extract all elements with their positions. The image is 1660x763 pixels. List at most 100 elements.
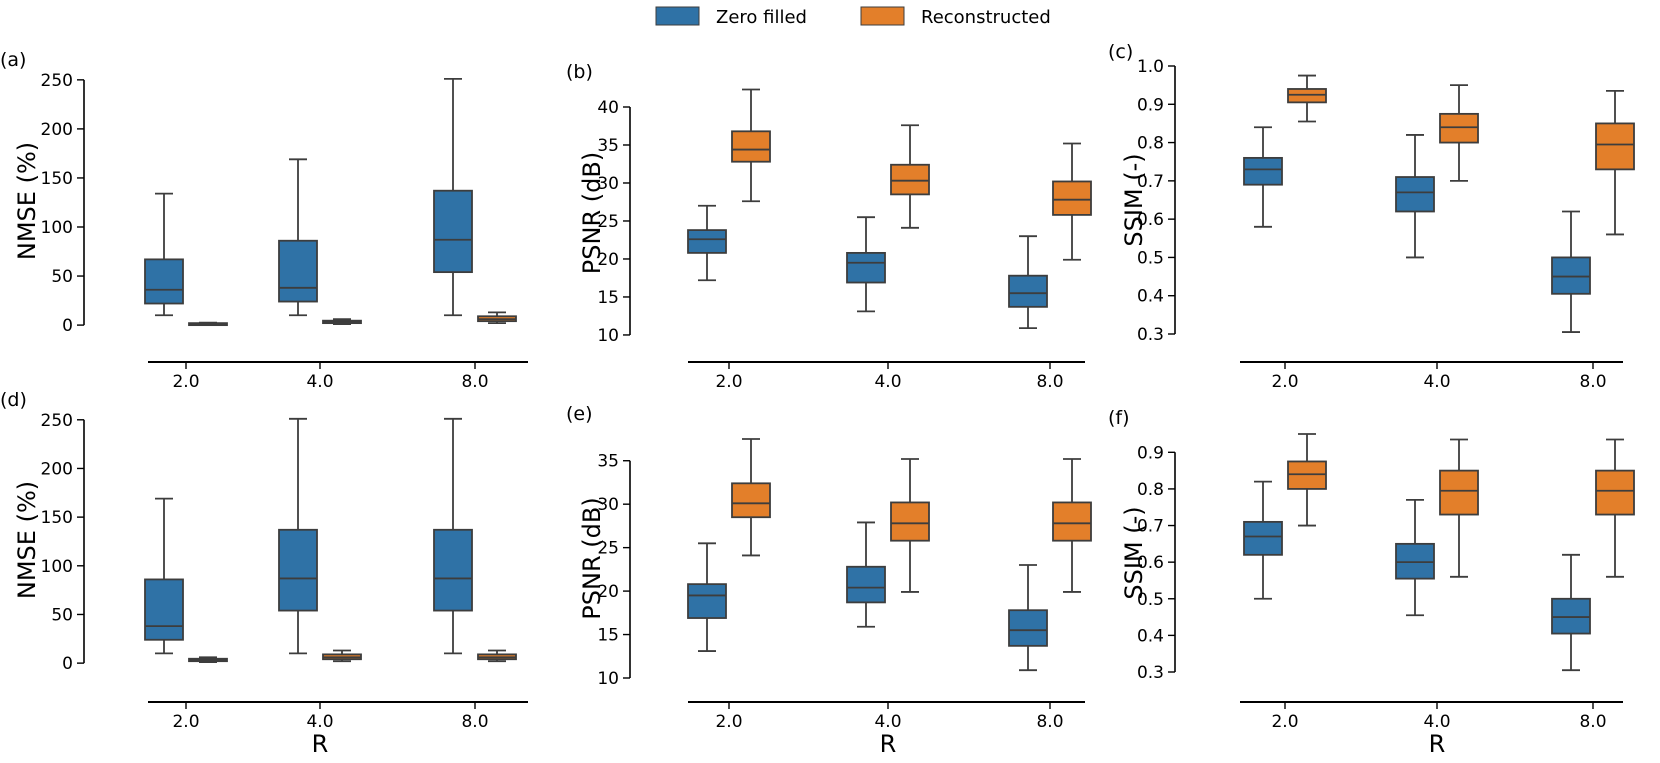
box-reconstructed bbox=[322, 649, 362, 663]
y-tick-label: 150 bbox=[41, 169, 73, 189]
y-tick-label: 0.6 bbox=[1137, 553, 1164, 573]
y-tick-label: 50 bbox=[51, 267, 73, 287]
box-zero-filled bbox=[1243, 126, 1283, 228]
legend-label-zero-filled: Zero filled bbox=[716, 7, 807, 28]
x-tick-label: 2.0 bbox=[1271, 712, 1298, 732]
y-tick-label: 10 bbox=[597, 326, 619, 346]
iqr-box bbox=[144, 578, 184, 641]
x-tick-label: 4.0 bbox=[1423, 712, 1450, 732]
y-tick-label: 50 bbox=[51, 605, 73, 625]
box-reconstructed bbox=[731, 438, 771, 557]
panel-label: (f) bbox=[1108, 407, 1130, 429]
box-zero-filled bbox=[144, 192, 184, 317]
box-reconstructed bbox=[1052, 142, 1092, 261]
y-axis-label: SSIM (-) bbox=[1120, 506, 1148, 599]
x-tick-label: 2.0 bbox=[1271, 372, 1298, 392]
box-zero-filled bbox=[1551, 210, 1591, 333]
iqr-box bbox=[1243, 156, 1283, 186]
panel-a: (a) 0 50 100 150 200 250 NMSE (%) 2.0 4.0 8.0 bbox=[0, 49, 528, 392]
y-tick-label: 100 bbox=[41, 218, 73, 238]
x-tick-label: 8.0 bbox=[1579, 712, 1606, 732]
x-tick-label: 8.0 bbox=[1579, 372, 1606, 392]
y-tick-label: 250 bbox=[41, 71, 73, 91]
y-axis-label: SSIM (-) bbox=[1120, 153, 1148, 246]
y-tick-label: 0.6 bbox=[1137, 210, 1164, 230]
box-reconstructed bbox=[1287, 433, 1327, 527]
y-tick-label: 200 bbox=[41, 120, 73, 140]
y-axis-label: PSNR (dB) bbox=[578, 497, 606, 619]
iqr-box bbox=[731, 482, 771, 519]
iqr-box bbox=[1595, 122, 1635, 171]
x-tick-label: 2.0 bbox=[715, 372, 742, 392]
iqr-box bbox=[278, 528, 318, 612]
iqr-box bbox=[890, 501, 930, 542]
y-tick-label: 0.3 bbox=[1137, 663, 1164, 683]
iqr-box bbox=[846, 565, 886, 604]
legend-label-reconstructed: Reconstructed bbox=[921, 7, 1051, 28]
box-reconstructed bbox=[731, 88, 771, 203]
iqr-box bbox=[1287, 460, 1327, 490]
box-zero-filled bbox=[1008, 235, 1048, 330]
panel-label: (e) bbox=[566, 403, 593, 425]
box-reconstructed bbox=[477, 311, 517, 325]
iqr-box bbox=[1008, 274, 1048, 308]
y-tick-label: 15 bbox=[597, 626, 619, 646]
box-zero-filled bbox=[278, 158, 318, 317]
box-zero-filled bbox=[846, 521, 886, 628]
iqr-box bbox=[1395, 176, 1435, 213]
iqr-box bbox=[1243, 520, 1283, 556]
iqr-box bbox=[1551, 256, 1591, 295]
x-tick-label: 4.0 bbox=[1423, 372, 1450, 392]
iqr-box bbox=[1052, 180, 1092, 216]
box-zero-filled bbox=[1395, 499, 1435, 617]
y-tick-label: 0.7 bbox=[1137, 172, 1164, 192]
iqr-box bbox=[687, 229, 727, 254]
x-axis-label: R bbox=[880, 730, 897, 758]
iqr-box bbox=[1439, 469, 1479, 516]
y-tick-label: 40 bbox=[597, 98, 619, 118]
iqr-box bbox=[846, 251, 886, 284]
box-reconstructed bbox=[477, 649, 517, 663]
y-tick-label: 35 bbox=[597, 136, 619, 156]
legend-swatch-reconstructed bbox=[860, 6, 905, 26]
panel-b: (b) 10 15 20 25 30 35 40 PSNR (dB) 2.0 4.0 8.0 bbox=[566, 61, 1092, 392]
box-zero-filled bbox=[433, 417, 473, 655]
legend-swatch-zero-filled bbox=[655, 6, 700, 26]
box-zero-filled bbox=[846, 216, 886, 313]
iqr-box bbox=[1551, 597, 1591, 635]
y-tick-label: 0.4 bbox=[1137, 287, 1164, 307]
y-tick-label: 20 bbox=[597, 250, 619, 270]
x-tick-label: 4.0 bbox=[306, 712, 333, 732]
iqr-box bbox=[890, 163, 930, 196]
panel-label: (d) bbox=[0, 389, 27, 411]
y-tick-label: 35 bbox=[597, 452, 619, 472]
y-tick-label: 0.5 bbox=[1137, 590, 1164, 610]
y-tick-label: 30 bbox=[597, 174, 619, 194]
iqr-box bbox=[731, 130, 771, 163]
panel-e: (e) 10 15 20 25 30 35 PSNR (dB) 2.0 4.0 8.0 R bbox=[566, 403, 1092, 758]
y-tick-label: 20 bbox=[597, 582, 619, 602]
iqr-box bbox=[433, 528, 473, 612]
iqr-box bbox=[1439, 112, 1479, 144]
box-reconstructed bbox=[1439, 438, 1479, 578]
y-tick-label: 30 bbox=[597, 495, 619, 515]
box-zero-filled bbox=[1008, 564, 1048, 672]
y-tick-label: 250 bbox=[41, 411, 73, 431]
y-tick-label: 0.4 bbox=[1137, 626, 1164, 646]
y-axis-label: PSNR (dB) bbox=[578, 152, 606, 274]
panel-label: (c) bbox=[1108, 41, 1133, 63]
iqr-box bbox=[433, 189, 473, 274]
y-tick-label: 0 bbox=[62, 654, 73, 674]
x-tick-label: 2.0 bbox=[172, 372, 199, 392]
iqr-box bbox=[144, 258, 184, 305]
x-tick-label: 8.0 bbox=[461, 372, 488, 392]
box-reconstructed bbox=[322, 318, 362, 326]
y-tick-label: 0.9 bbox=[1137, 443, 1164, 463]
box-reconstructed bbox=[890, 124, 930, 229]
x-tick-label: 4.0 bbox=[874, 372, 901, 392]
y-tick-label: 200 bbox=[41, 459, 73, 479]
box-zero-filled bbox=[687, 204, 727, 282]
y-tick-label: 0.8 bbox=[1137, 480, 1164, 500]
box-reconstructed bbox=[1595, 438, 1635, 578]
